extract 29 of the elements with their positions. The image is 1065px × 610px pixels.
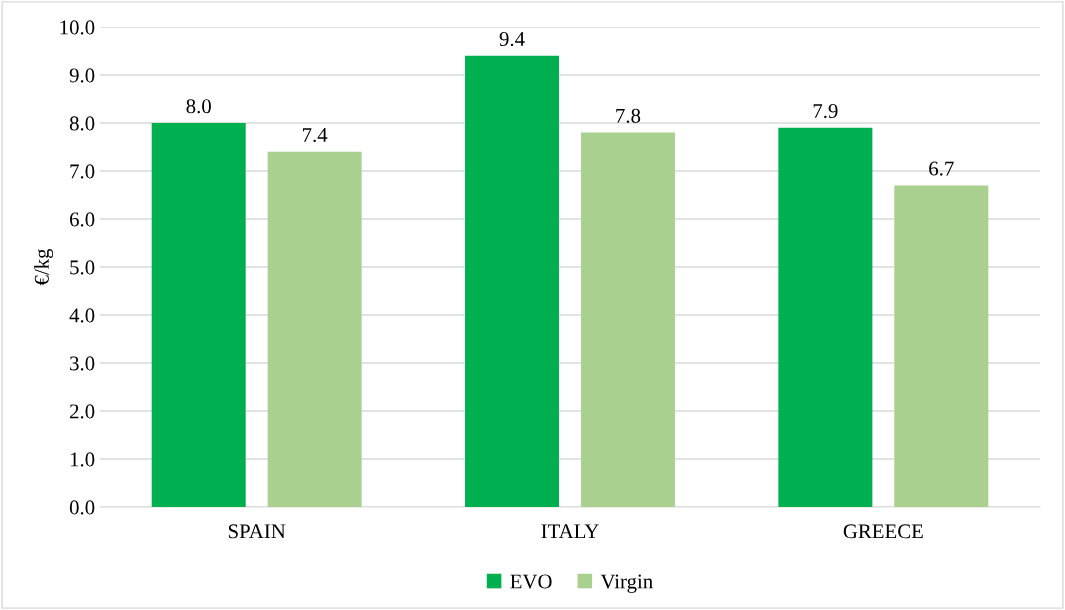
data-label: 7.9 <box>813 104 838 119</box>
data-label: 7.4 <box>302 128 328 143</box>
bar <box>267 151 362 507</box>
y-tick-label: 8.0 <box>69 116 95 131</box>
y-axis-title: €/kg <box>34 248 54 286</box>
bar <box>580 132 675 507</box>
y-tick-label: 4.0 <box>69 308 95 323</box>
x-tick-label: SPAIN <box>228 524 286 539</box>
y-tick-label: 10.0 <box>60 20 95 35</box>
x-tick-label: ITALY <box>541 524 599 539</box>
y-tick-label: 6.0 <box>69 212 95 227</box>
y-tick-label: 7.0 <box>70 164 95 179</box>
legend-label: EVO <box>510 574 552 589</box>
y-tick-label: 9.0 <box>69 68 95 83</box>
bar <box>465 55 560 507</box>
bar <box>151 123 246 507</box>
data-label: 6.7 <box>929 161 954 176</box>
x-tick-label: GREECE <box>843 524 923 539</box>
y-tick-label: 1.0 <box>70 452 95 467</box>
legend-label: Virgin <box>600 574 653 593</box>
data-label: 8.0 <box>186 99 211 114</box>
bar <box>778 127 873 507</box>
y-tick-label: 3.0 <box>70 356 95 371</box>
y-tick-label: 5.0 <box>70 260 95 275</box>
y-tick-label: 2.0 <box>70 404 95 419</box>
y-tick-label: 0.0 <box>69 500 95 515</box>
data-label: 9.4 <box>499 32 525 47</box>
data-label: 7.8 <box>616 108 641 123</box>
bar <box>894 185 989 507</box>
